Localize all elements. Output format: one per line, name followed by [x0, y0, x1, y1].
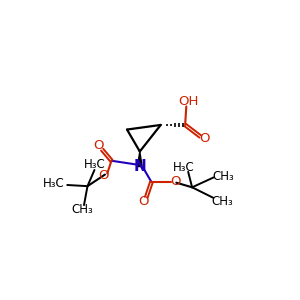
Text: N: N	[134, 159, 146, 174]
Text: O: O	[98, 169, 108, 182]
Text: O: O	[138, 195, 148, 208]
Text: O: O	[93, 140, 104, 152]
Text: OH: OH	[178, 94, 198, 108]
Text: O: O	[170, 175, 181, 188]
Text: H₃C: H₃C	[42, 177, 64, 190]
Text: CH₃: CH₃	[71, 203, 93, 216]
Text: CH₃: CH₃	[212, 170, 234, 183]
Text: H₃C: H₃C	[172, 161, 194, 174]
Polygon shape	[137, 152, 142, 166]
Text: O: O	[199, 132, 210, 145]
Text: H₃C: H₃C	[84, 158, 106, 171]
Text: CH₃: CH₃	[211, 195, 233, 208]
